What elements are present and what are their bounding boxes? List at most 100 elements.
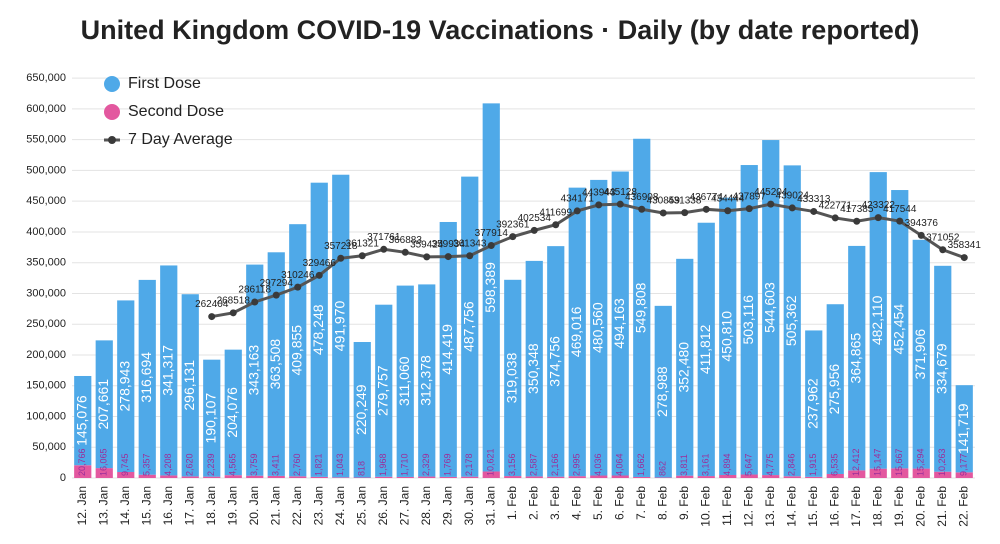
first-dose-label: 237,962 bbox=[804, 378, 820, 429]
second-dose-label: 10,621 bbox=[486, 448, 496, 476]
bar bbox=[181, 476, 199, 478]
second-dose-label: 2,760 bbox=[292, 453, 302, 476]
first-dose-label: 478,248 bbox=[310, 304, 326, 355]
bar bbox=[482, 103, 500, 472]
second-dose-label: 10,263 bbox=[937, 448, 947, 476]
y-tick-label: 100,000 bbox=[26, 410, 66, 422]
average-label: 371761 bbox=[367, 232, 401, 243]
x-tick-label: 25. Jan bbox=[354, 486, 368, 525]
x-tick-label: 18. Jan bbox=[204, 486, 218, 525]
bar bbox=[762, 140, 780, 476]
average-point bbox=[315, 271, 323, 279]
bar bbox=[267, 252, 285, 476]
bar bbox=[697, 222, 715, 477]
average-label: 443943 bbox=[582, 188, 616, 199]
legend-swatch bbox=[108, 136, 116, 144]
legend: First Dose Second Dose 7 Day Average bbox=[104, 75, 233, 148]
average-point bbox=[487, 242, 495, 250]
x-tick-label: 6. Feb bbox=[612, 486, 626, 520]
average-point bbox=[767, 200, 775, 208]
x-tick-label: 26. Jan bbox=[376, 486, 390, 525]
bar bbox=[353, 342, 371, 478]
first-dose-label: 350,348 bbox=[525, 343, 541, 394]
bar bbox=[332, 477, 350, 478]
second-dose-label: 4,775 bbox=[765, 453, 775, 476]
second-dose-label: 5,647 bbox=[744, 453, 754, 476]
bar bbox=[611, 171, 629, 476]
second-dose-label: 4,208 bbox=[163, 453, 173, 476]
average-label: 361343 bbox=[453, 238, 487, 249]
bar bbox=[719, 197, 737, 475]
bar bbox=[891, 468, 909, 478]
second-dose-label: 1,710 bbox=[400, 453, 410, 476]
x-tick-label: 20. Feb bbox=[913, 486, 927, 527]
x-tick-label: 3. Feb bbox=[548, 486, 562, 520]
y-tick-label: 500,000 bbox=[26, 164, 66, 176]
first-dose-label: 278,943 bbox=[116, 361, 132, 412]
bar bbox=[568, 476, 586, 478]
bars: 12. Jan 20,766 145,076 13. Jan 16,065 207,661… bbox=[73, 103, 973, 527]
bar bbox=[439, 476, 457, 478]
first-dose-label: 469,016 bbox=[568, 306, 584, 357]
bar bbox=[138, 474, 156, 478]
average-point bbox=[466, 252, 474, 260]
y-tick-label: 250,000 bbox=[26, 318, 66, 330]
bar bbox=[783, 165, 801, 477]
average-label: 358341 bbox=[948, 240, 982, 251]
second-dose-label: 15,667 bbox=[894, 448, 904, 476]
bar bbox=[654, 477, 672, 478]
bar bbox=[547, 476, 565, 478]
bar bbox=[310, 182, 328, 477]
first-dose-label: 352,480 bbox=[675, 342, 691, 393]
bar bbox=[805, 330, 823, 477]
x-tick-label: 24. Jan bbox=[333, 486, 347, 525]
average-point bbox=[573, 207, 581, 215]
legend-swatch bbox=[104, 76, 120, 92]
second-dose-label: 1,043 bbox=[335, 453, 345, 476]
bar bbox=[912, 468, 930, 478]
bar bbox=[267, 475, 285, 478]
second-dose-label: 6,535 bbox=[830, 453, 840, 476]
average-label: 434444 bbox=[711, 193, 745, 204]
average-point bbox=[638, 205, 646, 213]
bar bbox=[461, 476, 479, 478]
bar bbox=[525, 260, 543, 477]
bar bbox=[95, 340, 113, 469]
second-dose-label: 15,294 bbox=[916, 448, 926, 476]
first-dose-label: 411,812 bbox=[697, 324, 713, 374]
second-dose-label: 4,565 bbox=[228, 453, 238, 476]
average-label: 445128 bbox=[604, 187, 638, 198]
second-dose-label: 2,620 bbox=[185, 453, 195, 476]
y-tick-label: 550,000 bbox=[26, 134, 66, 146]
second-dose-label: 4,894 bbox=[722, 453, 732, 476]
first-dose-label: 319,038 bbox=[503, 352, 519, 403]
x-tick-label: 15. Jan bbox=[139, 486, 153, 525]
first-dose-label: 220,249 bbox=[353, 384, 369, 435]
bar bbox=[740, 165, 758, 475]
average-label: 417385 bbox=[840, 204, 874, 215]
second-dose-label: 3,161 bbox=[701, 453, 711, 476]
average-point bbox=[960, 254, 968, 262]
y-tick-label: 50,000 bbox=[32, 441, 66, 453]
bar bbox=[762, 475, 780, 478]
first-dose-label: 487,756 bbox=[460, 301, 476, 352]
average-point bbox=[724, 207, 732, 215]
x-tick-label: 29. Jan bbox=[440, 486, 454, 525]
average-point bbox=[896, 217, 904, 225]
average-label: 392361 bbox=[496, 219, 530, 230]
average-label: 394376 bbox=[905, 218, 939, 229]
first-dose-label: 480,560 bbox=[589, 302, 605, 353]
x-tick-label: 16. Feb bbox=[827, 486, 841, 527]
average-label: 439024 bbox=[776, 191, 810, 202]
second-dose-label: 1,769 bbox=[443, 453, 453, 476]
x-tick-label: 13. Feb bbox=[763, 486, 777, 527]
x-tick-label: 21. Jan bbox=[268, 486, 282, 525]
y-tick-label: 650,000 bbox=[26, 72, 66, 84]
bar bbox=[224, 475, 242, 478]
first-dose-label: 450,810 bbox=[718, 311, 734, 362]
first-dose-label: 312,378 bbox=[417, 355, 433, 406]
bar bbox=[676, 258, 694, 476]
bar bbox=[783, 476, 801, 478]
second-dose-label: 9,177 bbox=[959, 453, 969, 476]
